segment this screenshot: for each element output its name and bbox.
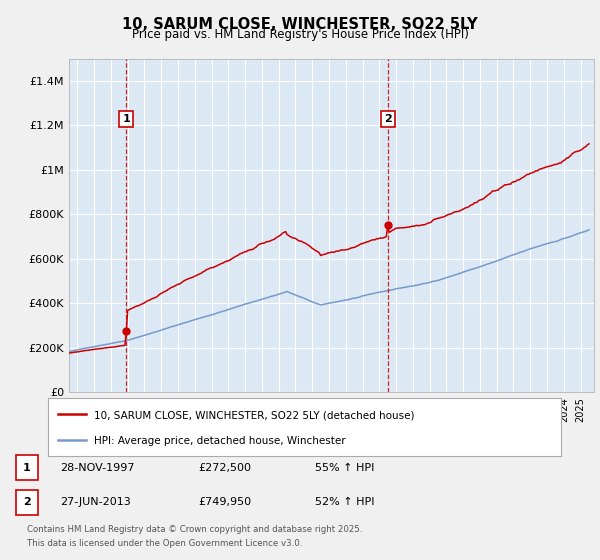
Text: 28-NOV-1997: 28-NOV-1997 bbox=[60, 463, 134, 473]
Text: 2: 2 bbox=[383, 114, 391, 124]
FancyBboxPatch shape bbox=[16, 490, 38, 515]
FancyBboxPatch shape bbox=[16, 455, 38, 480]
Text: 10, SARUM CLOSE, WINCHESTER, SO22 5LY: 10, SARUM CLOSE, WINCHESTER, SO22 5LY bbox=[122, 17, 478, 32]
Text: 2: 2 bbox=[23, 497, 31, 507]
Text: 10, SARUM CLOSE, WINCHESTER, SO22 5LY (detached house): 10, SARUM CLOSE, WINCHESTER, SO22 5LY (d… bbox=[94, 410, 415, 420]
Text: 55% ↑ HPI: 55% ↑ HPI bbox=[315, 463, 374, 473]
Text: £749,950: £749,950 bbox=[198, 497, 251, 507]
Text: Price paid vs. HM Land Registry's House Price Index (HPI): Price paid vs. HM Land Registry's House … bbox=[131, 28, 469, 41]
Text: Contains HM Land Registry data © Crown copyright and database right 2025.
This d: Contains HM Land Registry data © Crown c… bbox=[27, 525, 362, 548]
Text: £272,500: £272,500 bbox=[198, 463, 251, 473]
Text: 27-JUN-2013: 27-JUN-2013 bbox=[60, 497, 131, 507]
Text: 1: 1 bbox=[23, 463, 31, 473]
Text: 52% ↑ HPI: 52% ↑ HPI bbox=[315, 497, 374, 507]
Text: HPI: Average price, detached house, Winchester: HPI: Average price, detached house, Winc… bbox=[94, 436, 346, 446]
Text: 1: 1 bbox=[122, 114, 130, 124]
